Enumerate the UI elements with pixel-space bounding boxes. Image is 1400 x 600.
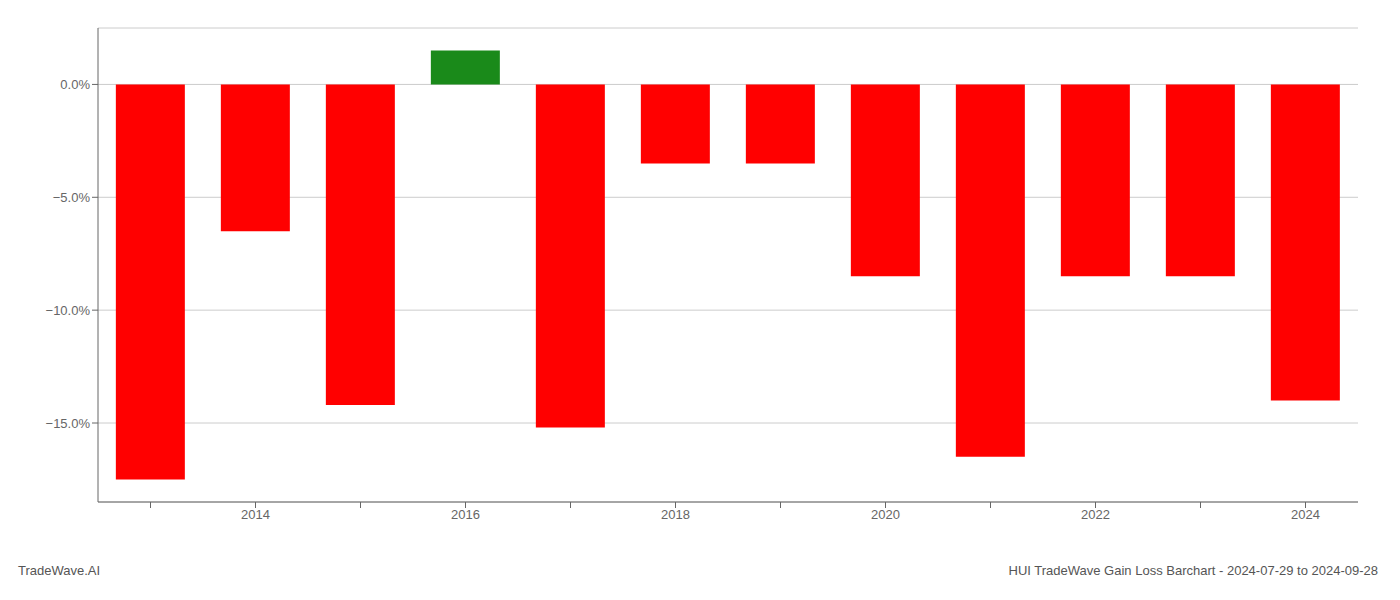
svg-text:2018: 2018 [661,507,690,522]
svg-text:−5.0%: −5.0% [53,190,91,205]
svg-text:−10.0%: −10.0% [46,303,91,318]
svg-text:2014: 2014 [241,507,270,522]
svg-text:2016: 2016 [451,507,480,522]
svg-text:−15.0%: −15.0% [46,416,91,431]
svg-text:0.0%: 0.0% [60,77,90,92]
html-text:TradeWave.AI: TradeWave.AI [18,563,101,578]
svg-text:2022: 2022 [1081,507,1110,522]
svg-text:2024: 2024 [1291,507,1320,522]
svg-text:2020: 2020 [871,507,900,522]
html-text:HUI TradeWave Gain Loss Barcha: HUI TradeWave Gain Loss Barchart - 2024-… [1008,563,1378,578]
